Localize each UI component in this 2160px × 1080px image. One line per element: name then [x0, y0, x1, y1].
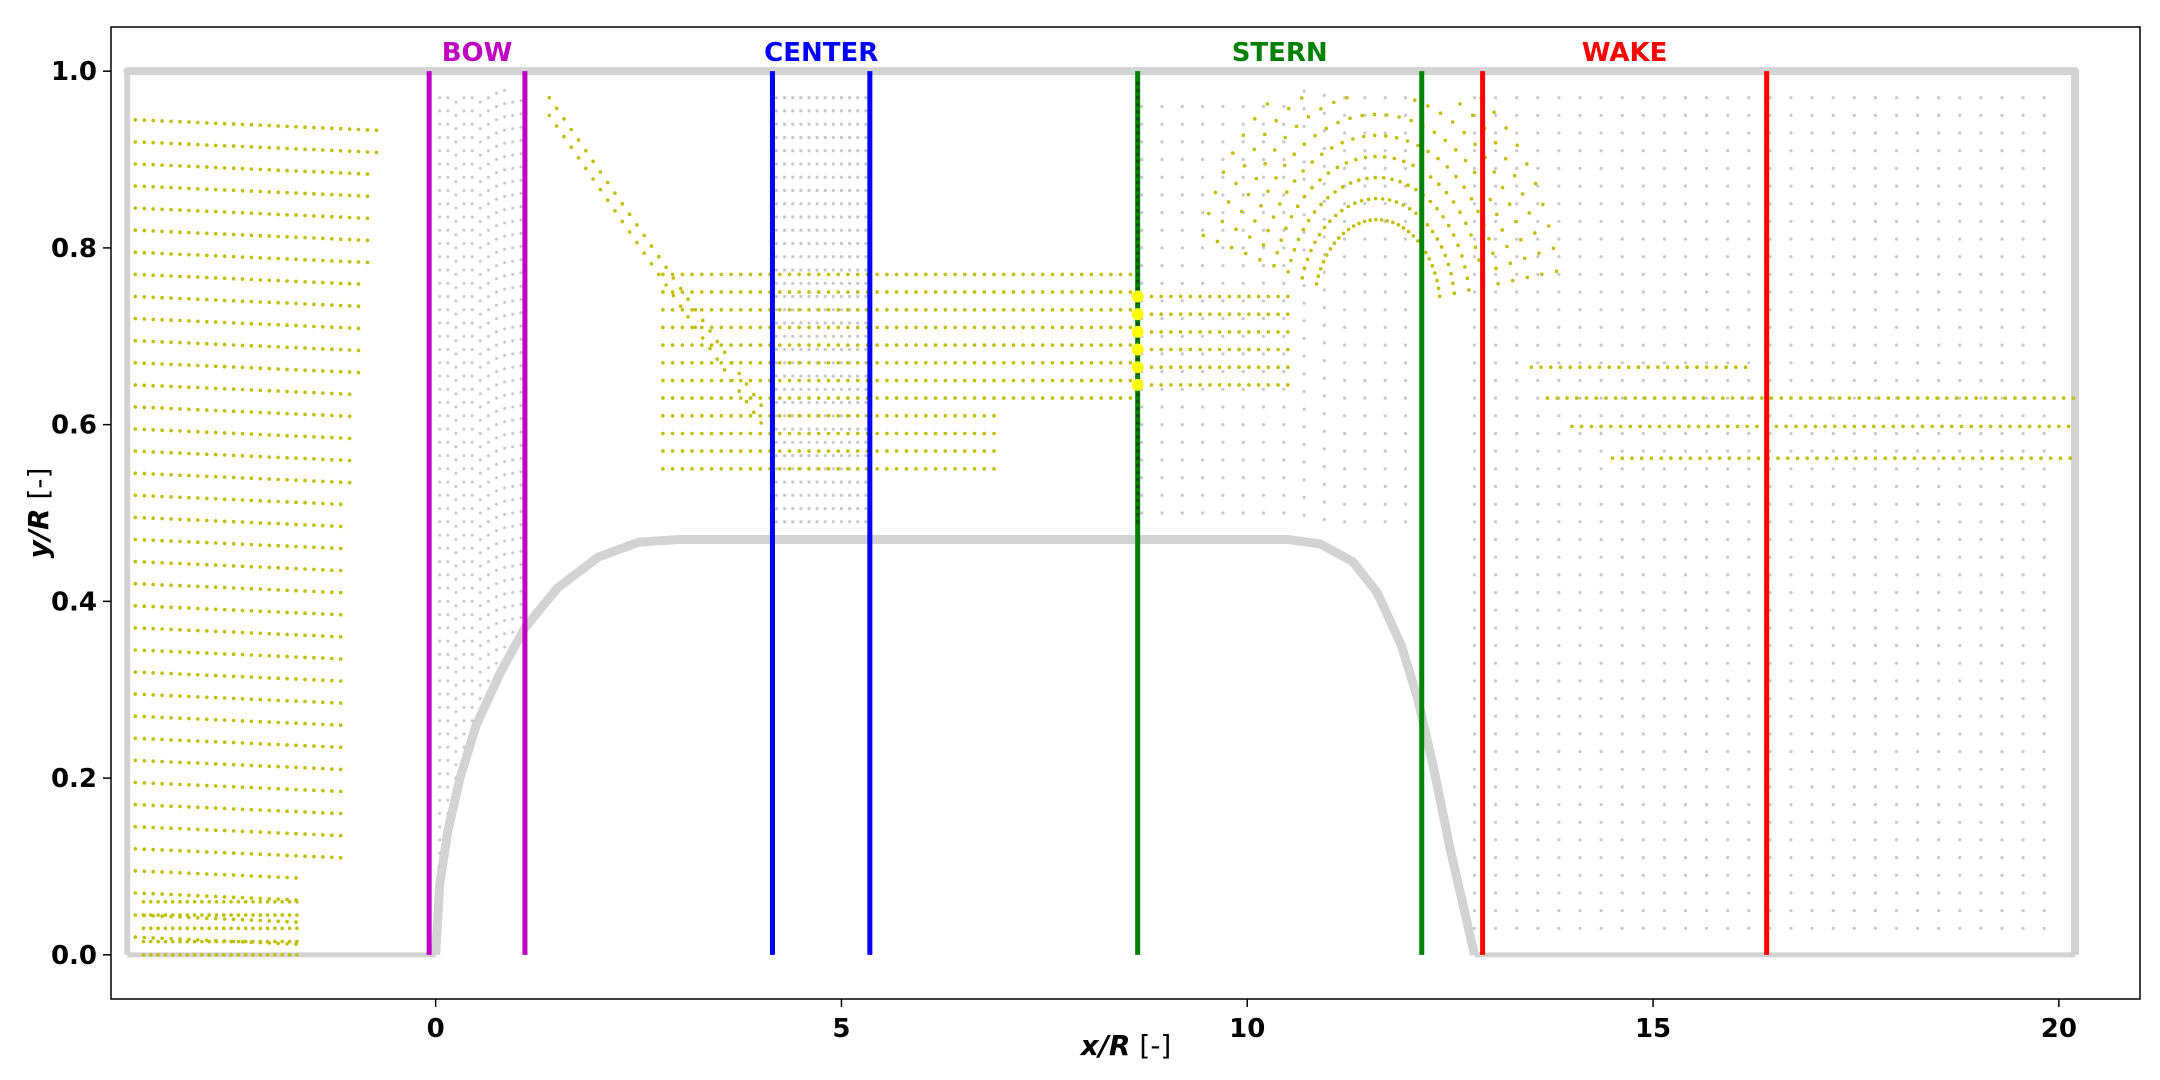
x-axis-label: x/R [-]: [1079, 1029, 1172, 1062]
x-axis: 0 5 10 15 20: [427, 999, 2077, 1044]
domain-boundary: [123, 67, 2080, 958]
x-tick-label-5: 5: [832, 1014, 850, 1044]
y-tick-label-0: 0.0: [51, 941, 97, 971]
region-lines: BOW CENTER STERN WAKE: [426, 38, 1770, 955]
plot-frame: [110, 26, 2141, 1000]
y-axis: 0.0 0.2 0.4 0.6 0.8 1.0: [51, 57, 111, 971]
y-tick-label-4: 0.8: [51, 234, 97, 264]
probe-point-2: [1131, 343, 1144, 356]
region-label-wake: WAKE: [1582, 38, 1668, 68]
probe-point-1: [1131, 361, 1144, 374]
probe-points: [1131, 290, 1144, 391]
y-tick-label-2: 0.4: [51, 587, 97, 617]
probe-point-4: [1131, 308, 1144, 321]
y-tick-label-1: 0.2: [51, 764, 97, 794]
hull-profile: [431, 535, 1479, 956]
probe-line-points: [1135, 81, 1140, 524]
particle-points: [133, 95, 2076, 957]
region-label-center: CENTER: [764, 38, 878, 68]
y-tick-label-3: 0.6: [51, 411, 97, 441]
region-label-bow: BOW: [442, 38, 513, 68]
grid-point-cloud: [438, 88, 2046, 930]
y-tick-label-5: 1.0: [51, 57, 97, 87]
x-tick-label-20: 20: [2041, 1014, 2077, 1044]
probe-point-3: [1131, 325, 1144, 338]
x-tick-label-15: 15: [1635, 1014, 1671, 1044]
x-tick-label-10: 10: [1229, 1014, 1265, 1044]
probe-point-5: [1131, 290, 1144, 303]
particle-cloud: [133, 95, 2076, 957]
region-label-stern: STERN: [1232, 38, 1328, 68]
y-axis-label: y/R [-]: [22, 468, 55, 559]
grid-points: [438, 88, 2046, 930]
probe-point-0: [1131, 378, 1144, 391]
x-tick-label-0: 0: [427, 1014, 445, 1044]
